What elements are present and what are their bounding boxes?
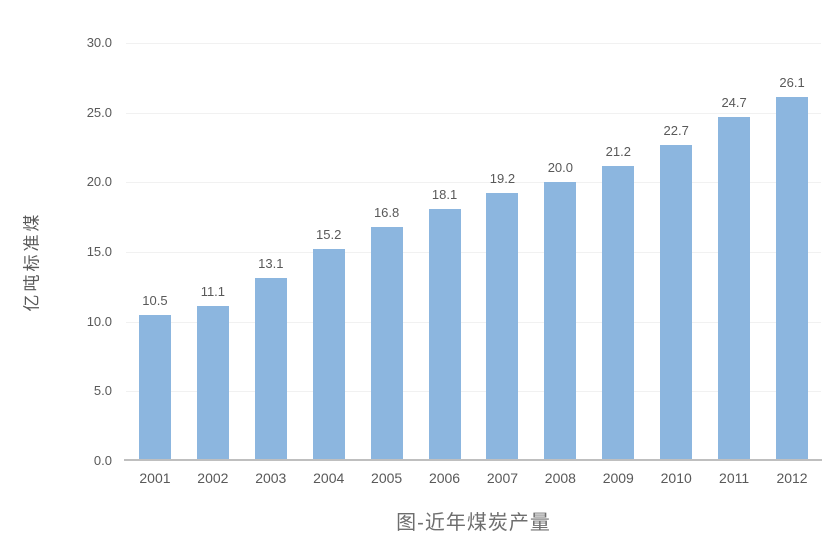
bar-2006 <box>428 208 461 461</box>
x-tick-label: 2008 <box>544 470 576 486</box>
y-tick-label: 0.0 <box>93 453 112 468</box>
bar-2007 <box>486 193 519 461</box>
x-tick-label: 2002 <box>197 470 229 486</box>
bar-value-label: 19.2 <box>489 171 516 187</box>
bar-2011 <box>718 116 751 461</box>
y-tick-label: 10.0 <box>86 313 112 329</box>
x-tick-label: 2001 <box>139 470 171 486</box>
bar-value-label: 26.1 <box>779 75 805 91</box>
bar-2012 <box>776 97 809 461</box>
x-tick-label: 2010 <box>660 470 692 486</box>
bar-value-label: 18.1 <box>431 186 458 202</box>
bar-value-label: 10.5 <box>142 292 168 308</box>
x-tick-label: 2006 <box>428 470 461 486</box>
bar-2010 <box>660 144 693 461</box>
gridline <box>126 391 821 393</box>
y-tick-label: 15.0 <box>86 244 112 259</box>
bar-group: 20.0 <box>531 43 589 461</box>
bar-value-label: 20.0 <box>547 160 574 176</box>
bar-group: 21.2 <box>589 43 647 461</box>
x-tick-label: 2012 <box>776 470 808 486</box>
bar-value-label: 22.7 <box>663 122 689 138</box>
bar-group: 16.8 <box>358 43 416 461</box>
y-tick-label: 25.0 <box>86 104 112 120</box>
bar-2005 <box>370 226 403 461</box>
x-tick-label: 2009 <box>602 470 634 486</box>
bar-group: 18.1 <box>416 43 474 461</box>
x-axis-labels: 2001 2002 2003 2004 2005 2006 2007 2008 2009 2010… <box>126 470 821 490</box>
bar-group: 15.2 <box>300 43 358 461</box>
bar-2004 <box>312 249 345 461</box>
bar-2001 <box>138 314 171 461</box>
x-tick-label: 2003 <box>255 470 287 486</box>
bar-group: 19.2 <box>474 43 532 461</box>
gridline <box>126 182 821 184</box>
y-tick-label: 30.0 <box>86 35 112 50</box>
bar-value-label: 16.8 <box>373 204 400 220</box>
bar-group: 24.7 <box>705 43 763 461</box>
x-axis-line <box>124 459 822 461</box>
gridline <box>126 252 821 253</box>
bar-group: 10.5 <box>126 43 184 461</box>
y-axis-ticks: 0.0 5.0 10.0 15.0 20.0 25.0 30.0 <box>0 0 112 550</box>
bar-group: 22.7 <box>647 43 705 461</box>
figure-title: 图-近年煤炭产量 <box>396 512 551 534</box>
x-tick-label: 2011 <box>719 470 750 486</box>
bar-2003 <box>254 278 287 461</box>
bar-value-label: 11.1 <box>200 284 226 300</box>
bar-2009 <box>602 165 635 461</box>
gridline <box>126 321 821 323</box>
bar-value-label: 13.1 <box>258 256 284 272</box>
x-tick-label: 2004 <box>313 470 345 486</box>
bar-group: 13.1 <box>242 43 300 461</box>
bar-value-label: 21.2 <box>605 143 631 159</box>
plot-area: 10.5 11.1 13.1 15.2 16.8 18.1 19.2 20.0 21.2 22.7… <box>126 43 821 461</box>
bar-group: 11.1 <box>184 43 242 461</box>
y-tick-label: 5.0 <box>93 383 112 399</box>
y-tick-label: 20.0 <box>86 174 112 190</box>
x-tick-label: 2005 <box>371 470 403 486</box>
bar-group: 26.1 <box>763 43 821 461</box>
bar-value-label: 15.2 <box>316 227 342 243</box>
x-tick-label: 2007 <box>486 470 519 486</box>
gridline <box>126 43 821 44</box>
bar-value-label: 24.7 <box>721 94 747 110</box>
bar-2008 <box>544 182 577 461</box>
bar-2002 <box>196 306 229 461</box>
gridline <box>126 112 821 114</box>
